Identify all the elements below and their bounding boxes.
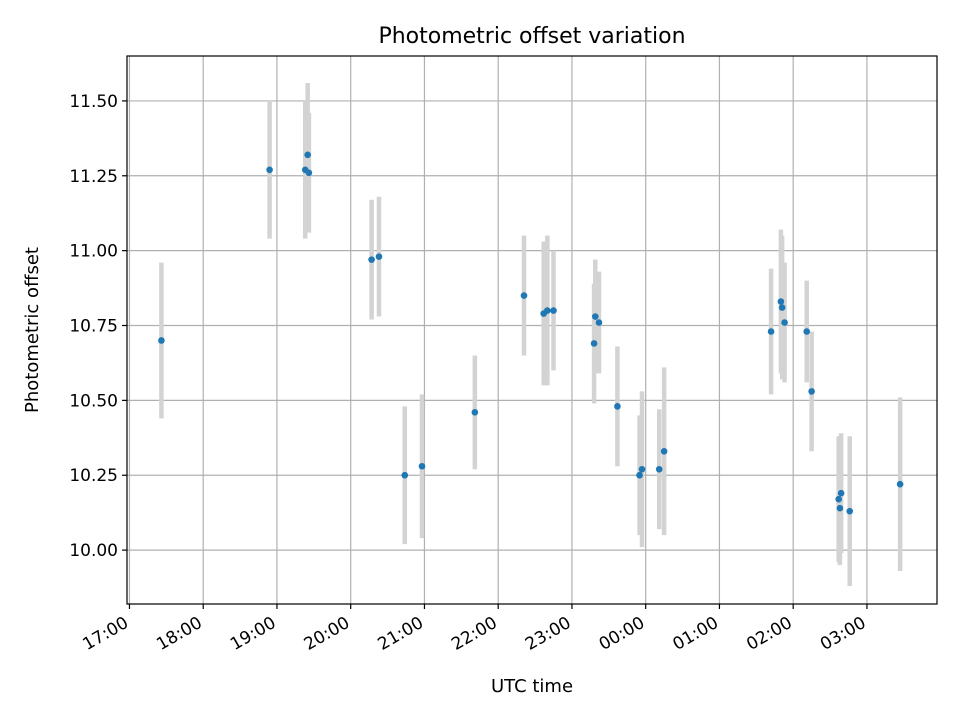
data-point bbox=[368, 256, 375, 263]
data-point bbox=[837, 489, 845, 497]
data-point bbox=[550, 307, 557, 314]
y-tick-label: 11.00 bbox=[69, 242, 118, 262]
data-point bbox=[660, 447, 668, 455]
data-point bbox=[544, 307, 551, 314]
chart-title: Photometric offset variation bbox=[378, 24, 685, 49]
y-axis-ticks: 10.00 10.25 10.50 10.75 11.00 11.25 11.50 bbox=[69, 92, 127, 561]
data-point bbox=[808, 388, 815, 395]
y-tick-label: 11.50 bbox=[69, 92, 118, 112]
grid bbox=[127, 56, 937, 604]
data-point bbox=[778, 304, 786, 311]
y-tick-label: 10.25 bbox=[69, 466, 118, 486]
data-point bbox=[375, 253, 383, 260]
data-point bbox=[304, 151, 311, 159]
data-point bbox=[592, 313, 599, 320]
data-point bbox=[638, 465, 646, 473]
data-point bbox=[803, 328, 811, 335]
data-point bbox=[835, 495, 842, 503]
y-tick-label: 10.75 bbox=[69, 317, 118, 337]
data-point bbox=[590, 340, 598, 347]
data-point bbox=[836, 504, 844, 512]
data-point bbox=[595, 319, 603, 326]
data-point bbox=[846, 507, 854, 515]
data-point bbox=[636, 471, 643, 479]
y-tick-label: 11.25 bbox=[69, 167, 118, 187]
data-point bbox=[767, 328, 775, 335]
data-point bbox=[781, 319, 788, 326]
data-point bbox=[520, 292, 528, 299]
data-point bbox=[418, 462, 426, 470]
data-point bbox=[401, 471, 409, 479]
data-point bbox=[777, 298, 785, 305]
data-points bbox=[158, 151, 904, 515]
y-tick-label: 10.50 bbox=[69, 391, 118, 411]
data-point bbox=[471, 409, 479, 416]
y-tick-label: 10.00 bbox=[69, 541, 118, 561]
data-point bbox=[655, 465, 663, 473]
plot-frame bbox=[126, 55, 938, 605]
data-point bbox=[614, 403, 621, 410]
data-point bbox=[266, 166, 273, 174]
data-point bbox=[158, 337, 165, 344]
x-axis-label: UTC time bbox=[491, 676, 573, 697]
y-axis-label: Photometric offset bbox=[22, 247, 43, 413]
data-point bbox=[305, 169, 313, 177]
data-point bbox=[896, 480, 904, 488]
